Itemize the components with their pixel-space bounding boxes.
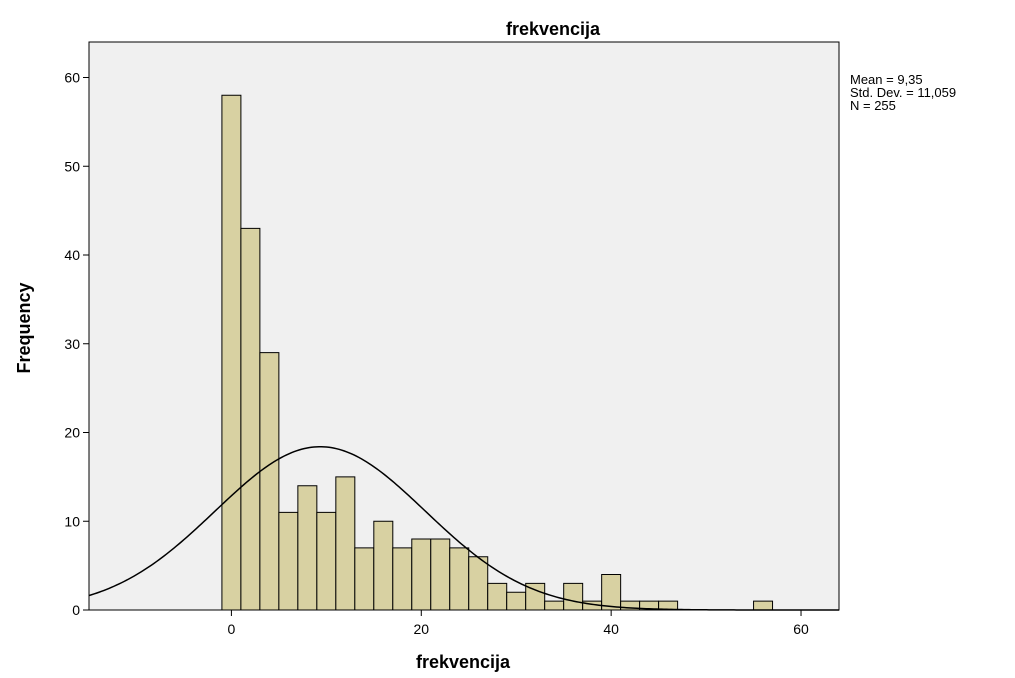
histogram-bar bbox=[259, 352, 280, 611]
chart-title: frekvencija bbox=[506, 19, 601, 39]
histogram-bar bbox=[487, 582, 508, 611]
histogram-bar bbox=[278, 511, 299, 611]
histogram-bar bbox=[297, 485, 318, 611]
y-axis-title: Frequency bbox=[14, 282, 34, 373]
histogram-bar bbox=[430, 538, 451, 611]
histogram-bar bbox=[316, 511, 337, 611]
histogram-bar bbox=[392, 547, 413, 611]
histogram-bar bbox=[373, 520, 394, 611]
x-tick-label: 40 bbox=[603, 621, 619, 637]
y-tick-label: 60 bbox=[64, 70, 80, 86]
y-axis: 0 10 20 30 40 50 60 bbox=[64, 70, 89, 618]
histogram-bar bbox=[411, 538, 432, 611]
histogram-bar bbox=[753, 600, 774, 611]
histogram-bar bbox=[221, 94, 242, 611]
y-tick-label: 40 bbox=[64, 247, 80, 263]
x-axis: 0 20 40 60 bbox=[228, 610, 809, 637]
x-tick-label: 20 bbox=[413, 621, 429, 637]
histogram-bar bbox=[468, 556, 489, 611]
histogram-bar bbox=[525, 582, 546, 611]
bars-group bbox=[221, 94, 774, 611]
histogram-bar bbox=[449, 547, 470, 611]
histogram-bar bbox=[506, 591, 527, 611]
y-tick-label: 20 bbox=[64, 425, 80, 441]
y-tick-label: 0 bbox=[72, 602, 80, 618]
stats-n: N = 255 bbox=[850, 98, 896, 113]
histogram-bar bbox=[544, 600, 565, 611]
histogram-bar bbox=[335, 476, 356, 611]
x-tick-label: 0 bbox=[228, 621, 236, 637]
histogram-bar bbox=[601, 574, 622, 611]
stats-std-dev: Std. Dev. = 11,059 bbox=[850, 85, 956, 100]
plot-area bbox=[88, 41, 840, 611]
stats-mean: Mean = 9,35 bbox=[850, 72, 923, 87]
stats-box: Mean = 9,35 Std. Dev. = 11,059 N = 255 bbox=[850, 72, 956, 113]
x-axis-title: frekvencija bbox=[416, 652, 511, 672]
histogram-bar bbox=[563, 582, 584, 611]
y-tick-label: 10 bbox=[64, 513, 80, 529]
normal-curve bbox=[88, 445, 839, 611]
histogram-bar bbox=[354, 547, 375, 611]
y-tick-label: 30 bbox=[64, 336, 80, 352]
y-tick-label: 50 bbox=[64, 158, 80, 174]
x-tick-label: 60 bbox=[793, 621, 809, 637]
histogram-bar bbox=[240, 227, 261, 611]
